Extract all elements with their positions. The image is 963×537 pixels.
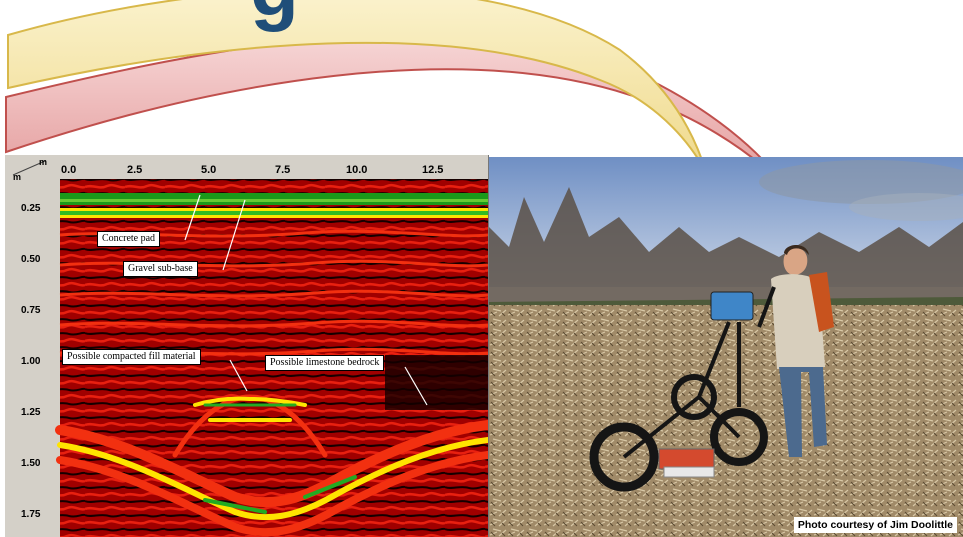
x-tick-label: 12.5 — [422, 164, 444, 176]
field-photo-image — [489, 157, 963, 537]
annotation-limestone-bedrock: Possible limestone bedrock — [265, 355, 385, 371]
operator-figure — [771, 245, 834, 457]
annotation-gravel-sub-base: Gravel sub-base — [123, 261, 198, 277]
title-fragment: g — [250, 0, 299, 34]
annotation-compacted-fill: Possible compacted fill material — [62, 349, 201, 365]
y-tick-label: 1.25 — [21, 407, 41, 418]
y-tick-label: 0.25 — [21, 203, 41, 214]
y-tick-label: 1.00 — [21, 356, 41, 367]
field-photo: Photo courtesy of Jim Doolittle — [489, 157, 963, 537]
radargram-panel: m m 0.0 2.5 5.0 7.5 10.0 12.5 0.25 0.50 … — [5, 155, 489, 537]
photo-credit: Photo courtesy of Jim Doolittle — [793, 517, 957, 533]
x-tick-label: 0.0 — [61, 164, 77, 176]
radargram-image — [5, 155, 488, 537]
x-tick-label: 5.0 — [201, 164, 217, 176]
x-tick-label: 10.0 — [346, 164, 368, 176]
x-tick-label: 7.5 — [275, 164, 291, 176]
y-tick-label: 0.50 — [21, 254, 41, 265]
y-unit-label: m — [13, 172, 22, 182]
x-unit-label: m — [39, 157, 48, 167]
gpr-cart — [589, 286, 776, 492]
x-tick-label: 2.5 — [127, 164, 143, 176]
y-tick-label: 1.50 — [21, 458, 41, 469]
y-tick-label: 1.75 — [21, 509, 41, 520]
y-tick-label: 0.75 — [21, 305, 41, 316]
annotation-concrete-pad: Concrete pad — [97, 231, 161, 247]
